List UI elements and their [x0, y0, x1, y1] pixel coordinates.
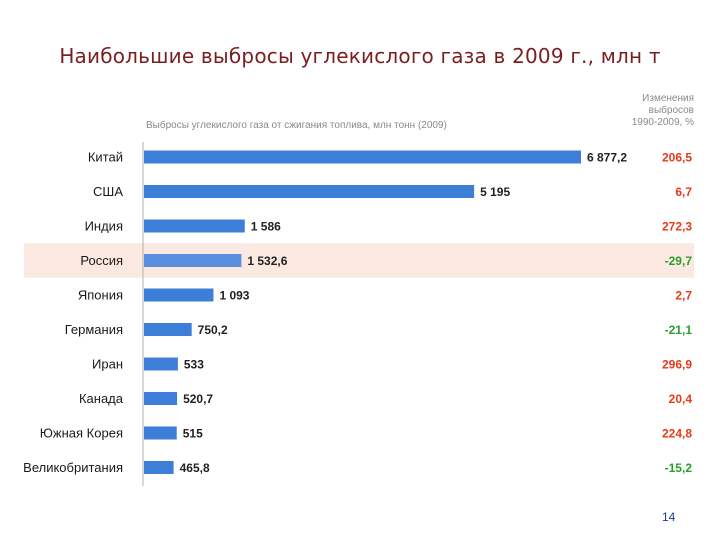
slide-title: Наибольшие выбросы углекислого газа в 20…	[59, 44, 661, 68]
chart-subtitle: Выбросы углекислого газа от сжигания топ…	[146, 120, 447, 131]
value-label: 5 195	[480, 185, 510, 199]
category-label: Япония	[78, 288, 123, 303]
value-label: 515	[183, 427, 203, 441]
bar	[144, 461, 174, 474]
category-label: Иран	[92, 357, 123, 372]
bar	[144, 426, 177, 440]
change-header-line-2: выбросов	[648, 105, 694, 116]
bar	[144, 150, 581, 164]
category-label: Индия	[85, 219, 123, 234]
category-label: Великобритания	[23, 460, 123, 475]
change-label: -29,7	[665, 254, 693, 268]
bar	[144, 254, 242, 267]
change-label: 20,4	[669, 392, 693, 406]
bar	[144, 219, 245, 233]
change-label: 296,9	[662, 358, 692, 372]
change-label: 6,7	[675, 185, 692, 199]
category-label: Китай	[88, 150, 123, 165]
value-label: 750,2	[198, 323, 228, 337]
value-label: 520,7	[183, 392, 213, 406]
bar	[144, 288, 214, 302]
change-label: 2,7	[675, 289, 692, 303]
category-label: Канада	[79, 391, 124, 406]
category-label: Германия	[65, 322, 123, 337]
bar	[144, 357, 178, 371]
highlight-layer	[24, 243, 694, 278]
category-label: Россия	[80, 253, 123, 268]
category-label: США	[93, 184, 123, 199]
bar	[144, 185, 475, 198]
value-label: 1 586	[251, 220, 281, 234]
bars-layer: Китай 6 877,2 206,5 США 5 195 6,7 Индия 1 586 27…	[23, 150, 692, 476]
category-label: Южная Корея	[40, 426, 123, 441]
value-label: 6 877,2	[587, 151, 627, 165]
change-column-header: Изменения выбросов 1990-2009, %	[596, 93, 694, 129]
change-header-line-1: Изменения	[642, 93, 694, 104]
change-header-line-3: 1990-2009, %	[631, 117, 694, 128]
value-label: 1 532,6	[247, 254, 287, 268]
change-label: 272,3	[662, 220, 692, 234]
bar	[144, 392, 178, 405]
change-label: 206,5	[662, 151, 692, 165]
value-label: 1 093	[219, 289, 249, 303]
change-label: 224,8	[662, 427, 692, 441]
page-number: 14	[662, 510, 676, 524]
highlight-row-band	[24, 243, 694, 278]
bar	[144, 323, 192, 336]
value-label: 533	[184, 358, 204, 372]
change-label: -15,2	[665, 461, 693, 475]
value-label: 465,8	[180, 461, 210, 475]
change-label: -21,1	[665, 323, 693, 337]
